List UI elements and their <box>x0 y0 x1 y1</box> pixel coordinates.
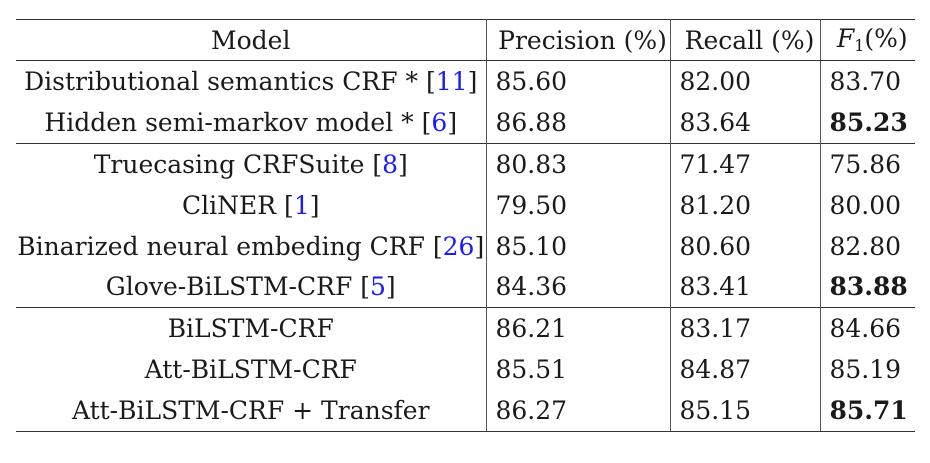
model-name: Att-BiLSTM-CRF <box>144 355 357 385</box>
table-row: Att-BiLSTM-CRF + Transfer 86.27 85.15 85.71 <box>16 390 915 433</box>
cell-f1: 85.19 <box>829 355 902 385</box>
cell-recall: 85.15 <box>670 390 821 433</box>
cell-f1: 80.00 <box>829 190 902 220</box>
table-row: Att-BiLSTM-CRF 85.51 84.87 85.19 <box>16 349 915 391</box>
citation[interactable]: [6] <box>421 107 458 137</box>
cell-recall: 83.17 <box>670 307 821 350</box>
citation-link[interactable]: 5 <box>370 272 386 302</box>
model-name: Att-BiLSTM-CRF + Transfer <box>71 396 430 426</box>
cell-f1: 83.88 <box>829 272 908 302</box>
model-name: CliNER <box>182 190 277 220</box>
cell-model: Binarized neural embeding CRF [26] <box>16 225 487 267</box>
cell-recall: 84.87 <box>670 349 821 391</box>
cell-model: Att-BiLSTM-CRF <box>16 349 487 391</box>
cell-recall: 82.00 <box>670 60 821 102</box>
model-name: Binarized neural embeding CRF <box>17 231 425 261</box>
cell-precision: 84.36 <box>486 266 671 308</box>
table-group: Truecasing CRFSuite [8] 80.83 71.47 75.86 Cl… <box>16 142 915 308</box>
model-name: BiLSTM-CRF <box>167 314 334 344</box>
cell-model: Distributional semantics CRF * [11] <box>16 60 487 102</box>
table-row: Binarized neural embeding CRF [26] 85.10 8… <box>16 225 915 267</box>
table-row: Hidden semi-markov model * [6] 86.88 83.64… <box>16 101 915 144</box>
cell-model: Truecasing CRFSuite [8] <box>16 142 487 185</box>
cell-recall: 81.20 <box>670 184 821 226</box>
cell-recall: 71.47 <box>670 142 821 185</box>
cell-precision: 85.51 <box>486 349 671 391</box>
cell-model: BiLSTM-CRF <box>16 307 487 350</box>
cell-recall: 83.41 <box>670 266 821 308</box>
table-group: BiLSTM-CRF 86.21 83.17 84.66 Att-BiLSTM-CRF 8… <box>16 307 915 433</box>
citation-link[interactable]: 6 <box>431 107 448 137</box>
citation-link[interactable]: 1 <box>293 190 310 220</box>
cell-f1: 75.86 <box>820 142 915 185</box>
model-name: Hidden semi-markov model * <box>44 107 414 137</box>
table-row: Distributional semantics CRF * [11] 85.60… <box>16 60 915 102</box>
table-group: Distributional semantics CRF * [11] 85.60… <box>16 60 915 144</box>
header-f1-subscript: 1 <box>854 36 865 55</box>
header-precision: Precision (%) <box>486 19 671 61</box>
cell-precision: 85.60 <box>486 60 671 102</box>
header-row: Model Precision (%) Recall (%) F1(%) <box>16 19 915 61</box>
header-recall: Recall (%) <box>670 19 821 61</box>
cell-recall: 83.64 <box>670 101 821 144</box>
cell-precision: 86.21 <box>486 307 671 350</box>
header-model: Model <box>16 19 487 61</box>
cell-precision: 80.83 <box>486 142 671 185</box>
table-row: Glove-BiLSTM-CRF [5] 84.36 83.41 83.88 <box>16 266 915 308</box>
cell-precision: 86.88 <box>486 101 671 144</box>
cell-f1: 85.71 <box>820 390 915 433</box>
cell-model: Att-BiLSTM-CRF + Transfer <box>16 390 487 433</box>
model-name: Distributional semantics CRF * <box>24 66 419 96</box>
cell-model: Glove-BiLSTM-CRF [5] <box>16 266 487 308</box>
citation-link[interactable]: 11 <box>435 66 468 96</box>
citation[interactable]: [5] <box>360 272 396 302</box>
cell-f1: 82.80 <box>829 231 902 261</box>
citation[interactable]: [8] <box>372 149 408 179</box>
cell-model: CliNER [1] <box>16 184 487 226</box>
citation[interactable]: [26] <box>432 231 485 261</box>
table-row: CliNER [1] 79.50 81.20 80.00 <box>16 184 915 226</box>
citation-link[interactable]: 26 <box>442 231 475 261</box>
header-f1-letter: F <box>836 24 855 53</box>
results-table-container: Model Precision (%) Recall (%) F1(%) Dis… <box>16 19 915 433</box>
cell-precision: 79.50 <box>486 184 671 226</box>
cell-precision: 86.27 <box>486 390 671 433</box>
cell-f1: 84.66 <box>820 307 915 350</box>
table-header: Model Precision (%) Recall (%) F1(%) <box>16 19 915 61</box>
cell-recall: 80.60 <box>670 225 821 267</box>
results-table: Model Precision (%) Recall (%) F1(%) Dis… <box>16 19 915 433</box>
cell-precision: 85.10 <box>486 225 671 267</box>
cell-model: Hidden semi-markov model * [6] <box>16 101 487 144</box>
cell-f1: 83.70 <box>829 66 902 96</box>
citation-link[interactable]: 8 <box>382 149 399 179</box>
header-f1-unit: (%) <box>864 24 908 53</box>
model-name: Truecasing CRFSuite <box>93 149 365 179</box>
table-row: Truecasing CRFSuite [8] 80.83 71.47 75.86 <box>16 142 915 185</box>
header-f1: F1(%) <box>820 19 915 61</box>
citation[interactable]: [11] <box>426 66 478 96</box>
cell-f1: 85.23 <box>829 107 908 137</box>
citation[interactable]: [1] <box>284 190 320 220</box>
table-row: BiLSTM-CRF 86.21 83.17 84.66 <box>16 307 915 350</box>
model-name: Glove-BiLSTM-CRF <box>105 272 353 302</box>
